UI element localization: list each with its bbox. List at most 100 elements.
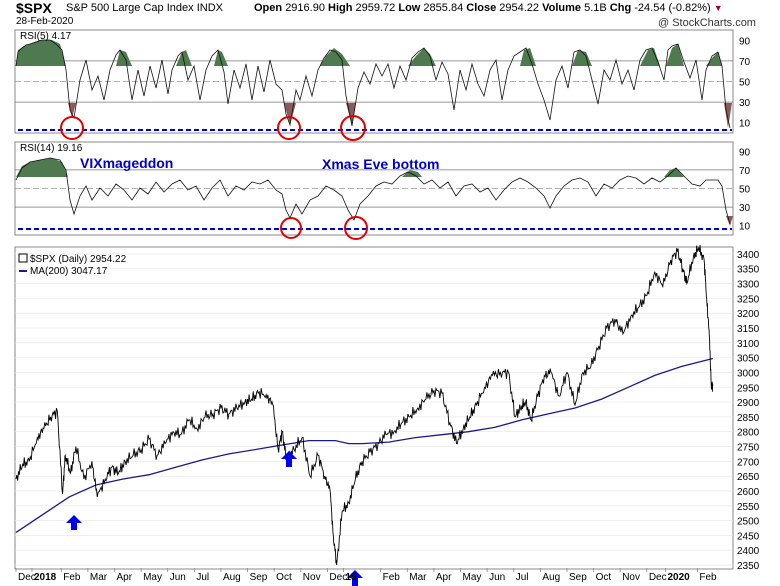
rsi5-grid: 10 30 50 70 90 <box>15 36 751 130</box>
x-tick-label: May <box>463 572 482 583</box>
x-tick-label: Feb <box>63 572 81 583</box>
open-value: 2916.90 <box>285 2 325 14</box>
x-tick-label: Sep <box>250 572 268 583</box>
price-tick-label: 2650 <box>737 472 760 483</box>
index-name: S&P 500 Large Cap Index <box>66 2 194 14</box>
price-tick-label: 2950 <box>737 383 760 394</box>
price-tick-label: 2800 <box>737 428 760 439</box>
price-tick-label: 3300 <box>737 280 760 291</box>
rsi5-tick-label: 30 <box>739 98 751 109</box>
x-tick-label: Sep <box>569 572 587 583</box>
ohlc-readout: Open 2916.90 High 2959.72 Low 2855.84 Cl… <box>254 2 723 14</box>
x-tick-label: Jun <box>170 572 186 583</box>
rsi5-title: RSI(5) 4.17 <box>20 31 72 42</box>
rsi14-series <box>15 157 733 226</box>
rsi5-tick-label: 50 <box>739 78 751 89</box>
x-tick-label: Mar <box>409 572 427 583</box>
price-legend: $SPX (Daily) 2954.22 MA(200) 3047.17 <box>18 253 127 277</box>
price-tick-label: 2900 <box>737 398 760 409</box>
price-tick-label: 2850 <box>737 413 760 424</box>
x-tick-label: Nov <box>303 572 321 583</box>
x-tick-label: Apr <box>116 572 132 583</box>
price-tick-label: 3150 <box>737 324 760 335</box>
legend-price: $SPX (Daily) 2954.22 <box>30 254 127 265</box>
xmas-annotation: Xmas Eve bottom <box>322 156 439 172</box>
x-tick-label: 2018 <box>34 572 57 583</box>
x-tick-label: Aug <box>542 572 560 583</box>
rsi5-panel-frame <box>14 29 734 134</box>
rsi5-tick-label: 10 <box>739 119 751 130</box>
price-tick-label: 2700 <box>737 457 760 468</box>
rsi5-overbought-fill <box>16 40 722 66</box>
x-tick-label: Dec <box>649 572 667 583</box>
up-arrow-icon-dec-2018 <box>347 570 363 586</box>
price-tick-label: 3000 <box>737 368 760 379</box>
rsi5-line <box>15 39 731 129</box>
rsi14-title: RSI(14) 19.16 <box>20 143 83 154</box>
x-tick-label: Apr <box>436 572 452 583</box>
x-tick-label: Oct <box>276 572 292 583</box>
x-tick-label: Dec <box>18 572 36 583</box>
x-tick-label: Jun <box>489 572 505 583</box>
low-value: 2855.84 <box>423 2 464 14</box>
price-tick-label: 2450 <box>737 531 760 542</box>
rsi14-tick-label: 50 <box>739 185 751 196</box>
down-triangle-icon: ▼ <box>713 3 723 13</box>
x-tick-label: Nov <box>622 572 640 583</box>
exchange-label: INDX <box>196 2 223 14</box>
x-tick-label: Dec <box>329 572 347 583</box>
close-value: 2954.22 <box>499 2 540 14</box>
x-tick-label: 19 <box>345 572 357 583</box>
x-tick-label: Jul <box>516 572 529 583</box>
rsi5-tick-label: 90 <box>739 36 751 47</box>
low-label: Low <box>398 2 421 14</box>
price-tick-label: 2600 <box>737 487 760 498</box>
price-tick-label: 2550 <box>737 502 760 513</box>
watermark: @ StockCharts.com <box>658 17 756 29</box>
rsi14-tick-label: 30 <box>739 203 751 214</box>
rsi14-tick-label: 90 <box>739 147 751 158</box>
index-name-label: S&P 500 Large Cap Index INDX <box>66 2 223 14</box>
legend-price-swatch <box>18 253 28 263</box>
price-tick-label: 2400 <box>737 546 760 557</box>
rsi14-grid: 10 30 50 70 90 <box>15 147 751 233</box>
price-tick-label: 3400 <box>737 250 760 261</box>
price-tick-label: 3100 <box>737 339 760 350</box>
chg-value: -24.54 (-0.82%) <box>634 2 711 14</box>
volume-value: 5.1B <box>584 2 607 14</box>
rsi14-line <box>15 157 731 225</box>
high-label: High <box>328 2 353 14</box>
x-tick-label: Feb <box>383 572 401 583</box>
vixmageddon-annotation: VIXmageddon <box>80 155 173 171</box>
price-tick-label: 3200 <box>737 309 760 320</box>
chg-label: Chg <box>609 2 632 14</box>
rsi14-circle-oct <box>280 217 302 239</box>
price-tick-label: 2500 <box>737 517 760 528</box>
price-tick-label: 3250 <box>737 294 760 305</box>
rsi5-circle-feb <box>60 116 84 140</box>
price-tick-label: 2350 <box>737 561 760 572</box>
rsi5-oversold-fill <box>68 103 732 128</box>
legend-ma: MA(200) 3047.17 <box>30 266 108 277</box>
x-tick-label: Aug <box>223 572 241 583</box>
x-tick-label: Oct <box>596 572 612 583</box>
close-label: Close <box>466 2 497 14</box>
volume-label: Volume <box>542 2 582 14</box>
up-arrow-icon-oct-2018 <box>281 451 297 467</box>
rsi5-tick-label: 70 <box>739 57 751 68</box>
rsi14-tick-label: 70 <box>739 166 751 177</box>
price-tick-label: 3050 <box>737 354 760 365</box>
chart-date: 28-Feb-2020 <box>16 16 74 27</box>
rsi14-tick-label: 10 <box>739 222 751 233</box>
x-tick-label: 2020 <box>667 572 690 583</box>
price-panel-frame <box>14 246 734 570</box>
price-layer <box>15 244 714 566</box>
x-tick-label: May <box>143 572 162 583</box>
high-value: 2959.72 <box>355 2 396 14</box>
open-label: Open <box>254 2 283 14</box>
rsi5-circle-dec <box>340 115 366 141</box>
spx-price-line <box>15 244 714 566</box>
